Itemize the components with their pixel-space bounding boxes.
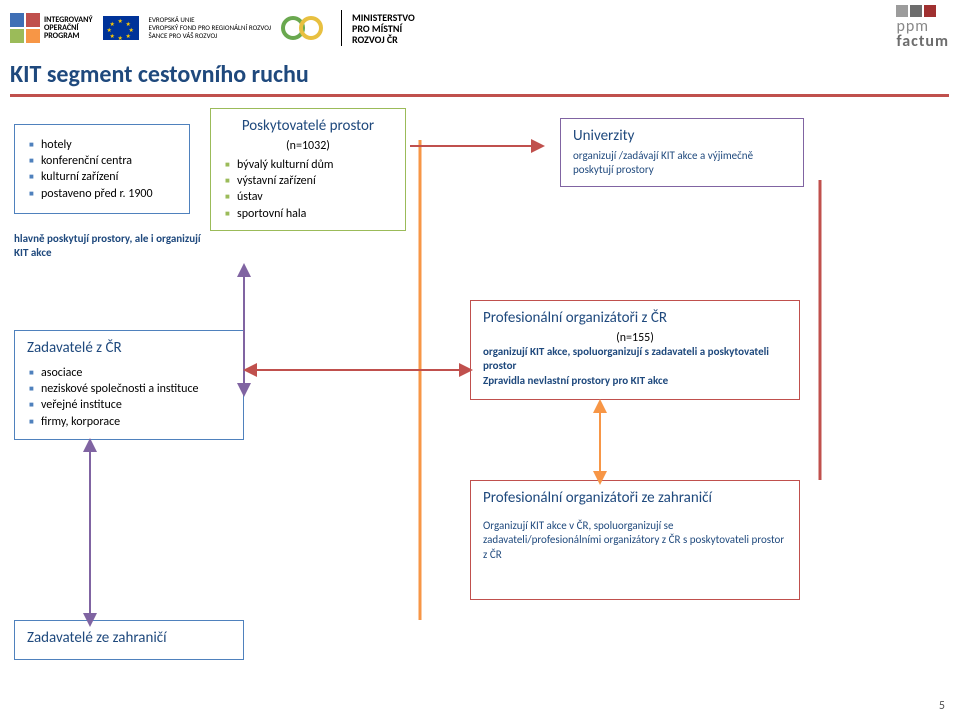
box-univerzity: Univerzity organizují /zadávají KIT akce… xyxy=(560,118,804,187)
list-item: neziskové společnosti a instituce xyxy=(41,381,231,397)
box-zadavatele-cr: Zadavatelé z ČR asociaceneziskové společ… xyxy=(14,330,244,440)
box-count: (n=1032) xyxy=(223,139,393,153)
box-head: Poskytovatelé prostor xyxy=(223,117,393,139)
box-head: Profesionální organizátoři z ČR xyxy=(483,309,787,331)
iop-logo: INTEGROVANÝ OPERAČNÍ PROGRAM xyxy=(10,13,93,43)
ppm-cube xyxy=(924,5,936,17)
list-item: konferenční centra xyxy=(41,153,177,169)
box-sub: organizují KIT akce, spoluorganizují s z… xyxy=(483,345,787,374)
list-item: kulturní zařízení xyxy=(41,169,177,185)
top-header: INTEGROVANÝ OPERAČNÍ PROGRAM ★ ★ ★ ★ ★ ★… xyxy=(10,4,949,52)
list-item: výstavní zařízení xyxy=(237,173,393,189)
iop-sq xyxy=(10,29,24,43)
ppm-cube xyxy=(896,5,908,17)
box-sub: Zpravidla nevlastní prostory pro KIT akc… xyxy=(483,374,787,388)
list-item: firmy, korporace xyxy=(41,414,231,430)
list-item: bývalý kulturní dům xyxy=(237,157,393,173)
list-item: sportovní hala xyxy=(237,206,393,222)
czech-logo-icon xyxy=(281,13,331,43)
page-number: 5 xyxy=(939,699,945,713)
page-title: KIT segment cestovního ruchu xyxy=(10,60,309,89)
iop-sq xyxy=(10,13,24,27)
separator xyxy=(341,10,342,46)
sub-note: hlavně poskytují prostory, ale i organiz… xyxy=(14,232,214,261)
eu-text-line: ŠANCE PRO VÁŠ ROZVOJ xyxy=(149,32,271,40)
mmr-line: MINISTERSTVO xyxy=(352,12,415,23)
box-count: (n=155) xyxy=(483,331,787,345)
eu-text: EVROPSKÁ UNIE EVROPSKÝ FOND PRO REGIONÁL… xyxy=(149,16,271,39)
box-poskytovatele: Poskytovatelé prostor (n=1032) bývalý ku… xyxy=(210,108,406,231)
iop-sq xyxy=(26,13,40,27)
box-sub: organizují /zadávají KIT akce a výjimečn… xyxy=(573,149,791,178)
box-sub: Organizují KIT akce v ČR, spoluorganizuj… xyxy=(483,519,787,562)
list-item: asociace xyxy=(41,365,231,381)
box-hotely: hotelykonferenční centrakulturní zařízen… xyxy=(14,124,190,214)
ppm-cube xyxy=(910,5,922,17)
box-organizatori-zahr: Profesionální organizátoři ze zahraničí … xyxy=(470,480,800,600)
list-item: ústav xyxy=(237,189,393,205)
iop-text-line: PROGRAM xyxy=(44,32,93,40)
eu-flag-icon: ★ ★ ★ ★ ★ ★ ★ ★ xyxy=(103,16,139,40)
box-head: Univerzity xyxy=(573,127,791,149)
iop-sq xyxy=(26,29,40,43)
mmr-line: ROZVOJ ČR xyxy=(352,34,415,45)
box-zadavatele-zahr: Zadavatelé ze zahraničí xyxy=(14,620,244,660)
ppm-logo: ppm factum xyxy=(896,5,949,51)
list-item: veřejné instituce xyxy=(41,397,231,413)
box-organizatori-cr: Profesionální organizátoři z ČR (n=155) … xyxy=(470,300,800,400)
list-item: hotely xyxy=(41,137,177,153)
box-head: Zadavatelé z ČR xyxy=(27,339,231,361)
mmr-text: MINISTERSTVO PRO MÍSTNÍ ROZVOJ ČR xyxy=(352,12,415,45)
box-head: Profesionální organizátoři ze zahraničí xyxy=(483,489,787,511)
box-head: Zadavatelé ze zahraničí xyxy=(27,629,231,651)
mmr-line: PRO MÍSTNÍ xyxy=(352,23,415,34)
title-underline xyxy=(10,94,949,97)
ppm-word: factum xyxy=(896,32,949,51)
list-item: postaveno před r. 1900 xyxy=(41,186,177,202)
